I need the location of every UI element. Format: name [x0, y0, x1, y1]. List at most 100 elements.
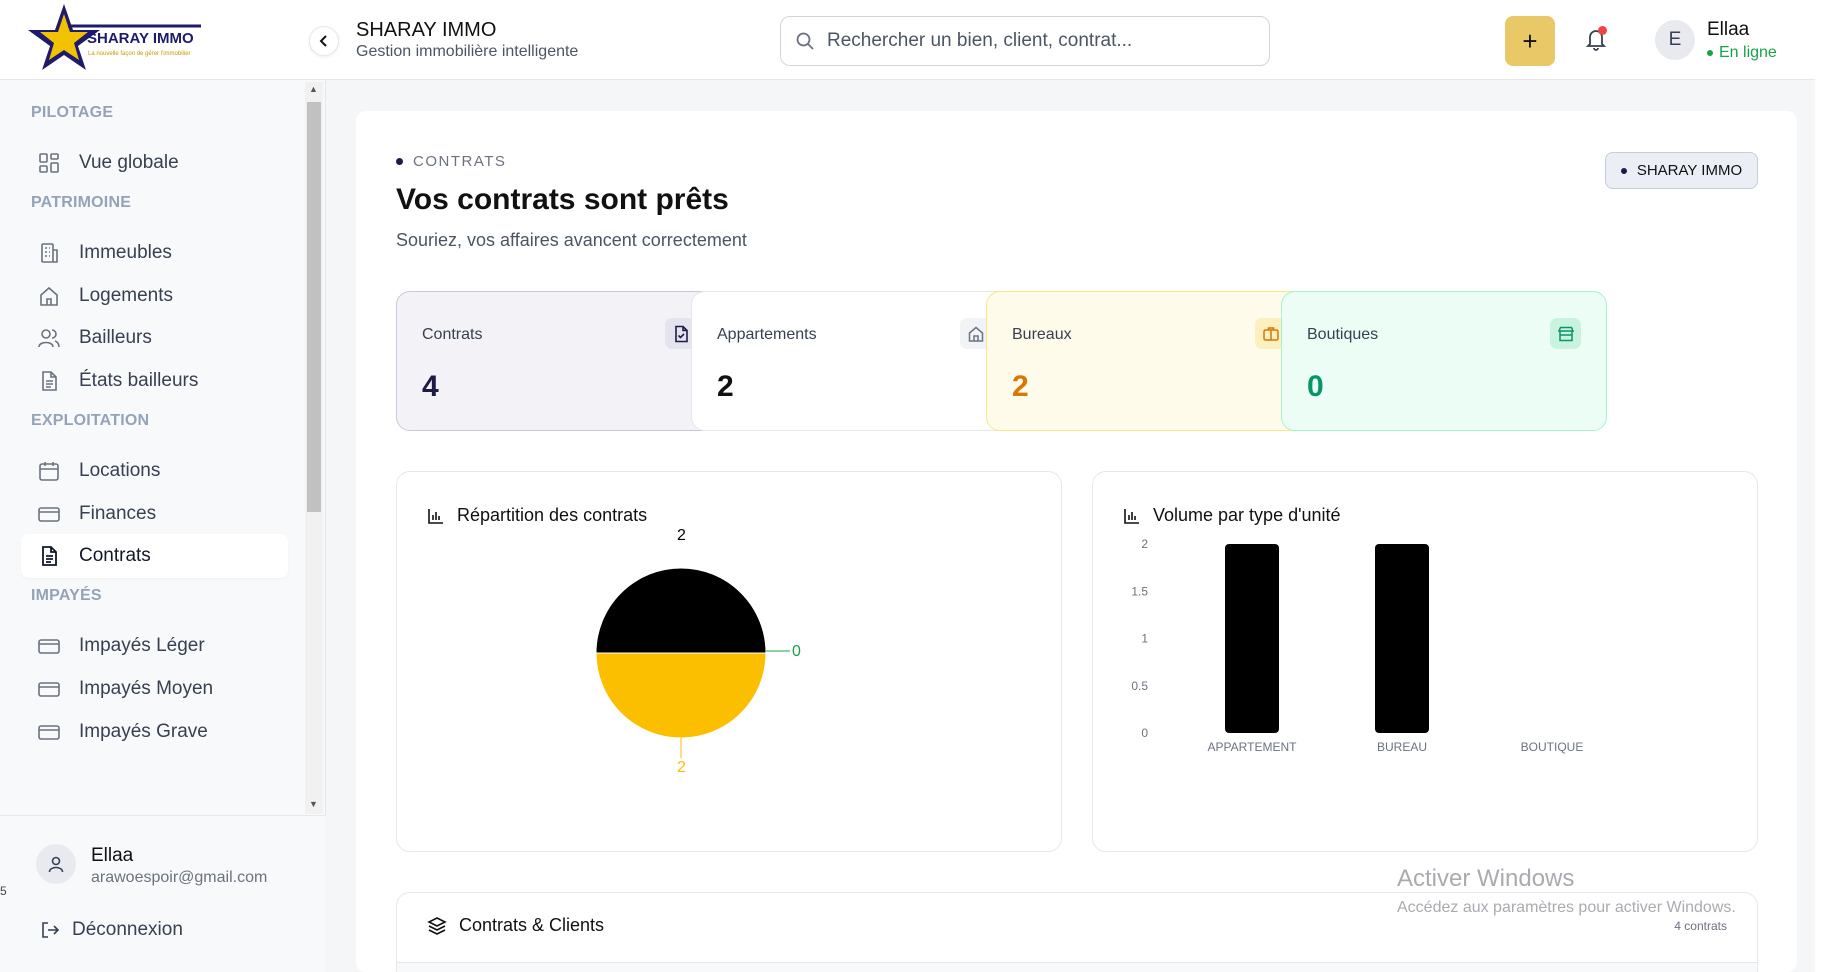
pie-label: 2 — [677, 527, 686, 544]
table-header-divider — [397, 962, 1757, 972]
avatar[interactable]: E — [1655, 20, 1695, 60]
x-tick-label: BOUTIQUE — [1521, 740, 1584, 754]
sidebar-item-impayes-grave[interactable]: Impayés Grave — [21, 710, 288, 754]
home-icon — [37, 284, 61, 308]
chevron-left-icon — [319, 35, 327, 47]
status-badge: En ligne — [1707, 44, 1777, 62]
sidebar-item-bailleurs[interactable]: Bailleurs — [21, 316, 288, 360]
sidebar-scrollbar[interactable]: ▲ ▼ — [305, 82, 323, 814]
sidebar-item-finances[interactable]: Finances — [21, 492, 288, 536]
eyebrow-text: CONTRATS — [413, 153, 507, 170]
logout-button[interactable]: Déconnexion — [40, 919, 183, 941]
sidebar-item-etats-bailleurs[interactable]: États bailleurs — [21, 359, 288, 403]
pie-chart: 2 2 0 — [595, 527, 801, 776]
sidebar-item-label: Bailleurs — [79, 327, 152, 348]
sidebar-item-label: Contrats — [79, 545, 151, 566]
sidebar-nav: PILOTAGE Vue globale PATRIMOINE Immeuble… — [0, 82, 305, 814]
logout-label: Déconnexion — [72, 919, 183, 940]
logo-star-icon — [28, 4, 201, 70]
stat-card-boutiques[interactable]: Boutiques 0 — [1281, 291, 1607, 431]
badge-text: SHARAY IMMO — [1636, 162, 1743, 179]
section-title: IMPAYÉS — [31, 587, 102, 604]
home-icon — [960, 318, 991, 349]
sidebar-item-impayes-moyen[interactable]: Impayés Moyen — [21, 667, 288, 711]
logo-tagline: La nouvelle façon de gérer l'immobilier — [88, 51, 191, 57]
top-header: SHARAY IMMO Gestion immobilière intellig… — [326, 0, 1833, 80]
sidebar-item-label: Impayés Moyen — [79, 678, 214, 699]
stat-label: Contrats — [422, 326, 483, 343]
user-name: Ellaa — [91, 845, 134, 866]
bar — [1225, 544, 1279, 733]
card-icon — [37, 502, 61, 526]
pie-title: Répartition des contrats — [457, 505, 648, 525]
panel-title: Répartition des contrats — [427, 505, 647, 526]
avatar[interactable] — [36, 844, 76, 884]
sidebar: SHARAY IMMO La nouvelle façon de gérer l… — [0, 0, 339, 972]
briefcase-icon — [1255, 318, 1286, 349]
notification-badge — [1598, 26, 1607, 35]
user-email: arawoespoir@gmail.com — [91, 869, 268, 886]
stat-card-contrats[interactable]: Contrats 4 — [396, 291, 722, 431]
sidebar-item-impayes-leger[interactable]: Impayés Léger — [21, 624, 288, 668]
x-tick-label: BUREAU — [1377, 740, 1427, 754]
brand-title: SHARAY IMMO — [356, 19, 497, 41]
add-button[interactable]: + — [1505, 16, 1555, 66]
section-title: PATRIMOINE — [31, 194, 132, 211]
bar-chart-icon — [1123, 507, 1141, 525]
bar — [1375, 544, 1429, 733]
panel-title: Contrats & Clients — [427, 915, 604, 936]
contracts-count: 4 contrats — [1674, 919, 1727, 933]
search-input[interactable] — [827, 30, 1247, 52]
watermark-subtitle: Accédez aux paramètres pour activer Wind… — [1397, 899, 1736, 916]
sidebar-item-label: Impayés Léger — [79, 635, 205, 656]
sidebar-scroll-thumb[interactable] — [307, 102, 321, 512]
table-title: Contrats & Clients — [459, 915, 605, 935]
sidebar-item-label: Locations — [79, 460, 161, 481]
sidebar-item-label: États bailleurs — [79, 370, 199, 391]
company-badge: SHARAY IMMO — [1605, 152, 1758, 189]
status-text: En ligne — [1719, 44, 1777, 61]
section-title: EXPLOITATION — [31, 412, 150, 429]
sidebar-item-immeubles[interactable]: Immeubles — [21, 231, 288, 275]
header-user-name: Ellaa — [1707, 19, 1750, 40]
card-icon — [37, 677, 61, 701]
y-tick-label: 1 — [1141, 632, 1148, 646]
bar-chart: 0 0.5 1 1.5 2 APPARTEMENT BUREAU BOUTIQUE — [1131, 537, 1584, 754]
bar-chart-panel: Volume par type d'unité 0 0.5 1 1.5 2 APPARTE… — [1092, 471, 1758, 852]
logout-icon — [40, 920, 60, 940]
panel-title: Volume par type d'unité — [1123, 505, 1341, 526]
scroll-down-icon[interactable]: ▼ — [309, 799, 318, 809]
store-icon — [1550, 318, 1581, 349]
y-tick-label: 0.5 — [1131, 679, 1148, 693]
y-tick-label: 2 — [1141, 537, 1148, 551]
sidebar-item-contrats[interactable]: Contrats — [21, 534, 288, 578]
card-icon — [37, 634, 61, 658]
logo-text: SHARAY IMMO — [87, 30, 194, 47]
sidebar-item-locations[interactable]: Locations — [21, 449, 288, 493]
sidebar-item-logements[interactable]: Logements — [21, 274, 288, 318]
search-box[interactable] — [780, 16, 1270, 66]
eyebrow: CONTRATS — [396, 153, 506, 170]
page-scrollbar[interactable] — [1815, 0, 1833, 972]
status-dot — [1707, 49, 1713, 56]
sidebar-item-vue-globale[interactable]: Vue globale — [21, 141, 288, 185]
badge-dot — [1620, 167, 1627, 174]
file-text-icon — [37, 544, 61, 568]
windows-activation-watermark: Activer Windows Accédez aux paramètres p… — [1397, 865, 1736, 917]
stat-card-bureaux[interactable]: Bureaux 2 — [986, 291, 1312, 431]
scroll-up-icon[interactable]: ▲ — [309, 84, 318, 94]
sidebar-item-label: Impayés Grave — [79, 721, 208, 742]
stat-value: 4 — [422, 370, 439, 403]
contracts-table-panel: Contrats & Clients 4 contrats — [396, 892, 1758, 972]
page-subtitle: Souriez, vos affaires avancent correctem… — [396, 230, 747, 250]
stat-label: Bureaux — [1012, 326, 1072, 343]
stat-value: 2 — [1012, 370, 1029, 403]
watermark-title: Activer Windows — [1397, 865, 1575, 892]
stat-card-appartements[interactable]: Appartements 2 — [691, 291, 1017, 431]
pie-chart-panel: Répartition des contrats 2 2 0 — [396, 471, 1062, 852]
sidebar-user: Ellaa arawoespoir@gmail.com Déconnexion — [0, 815, 326, 972]
x-tick-label: APPARTEMENT — [1208, 740, 1298, 754]
notifications-button[interactable] — [1581, 24, 1611, 54]
sidebar-collapse-button[interactable] — [309, 26, 339, 56]
sidebar-item-label: Immeubles — [79, 242, 172, 263]
